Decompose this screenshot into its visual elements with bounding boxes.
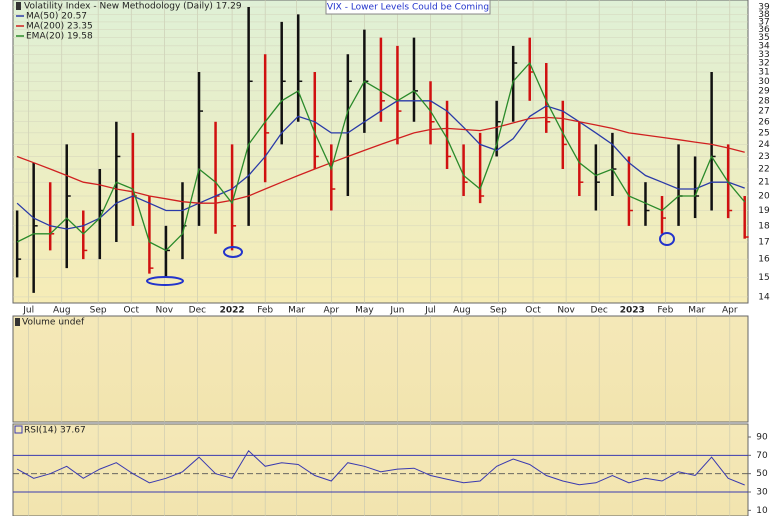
y-tick-label: 24 xyxy=(758,140,770,150)
x-tick-label: Nov xyxy=(557,306,575,316)
y-tick-label: 20 xyxy=(758,192,770,202)
y-tick-label: 21 xyxy=(758,178,769,188)
x-tick-label: Mar xyxy=(688,306,705,316)
y-tick-label: 27 xyxy=(758,107,769,117)
y-tick-label: 37 xyxy=(758,17,769,27)
chart-title: VIX - Lower Levels Could be Coming xyxy=(327,3,489,13)
legend-label: MA(50) 20.57 xyxy=(26,12,87,22)
x-tick-label: Aug xyxy=(53,306,71,316)
volume-icon xyxy=(15,318,20,326)
x-tick-label: Aug xyxy=(453,306,471,316)
y-tick-label: 16 xyxy=(758,255,770,265)
x-tick-label: Mar xyxy=(288,306,305,316)
y-tick-label: 14 xyxy=(758,292,770,302)
y-tick-label: 30 xyxy=(758,77,770,87)
y-tick-label: 29 xyxy=(758,86,770,96)
rsi-label: RSI(14) 37.67 xyxy=(24,426,86,436)
y-tick-label: 38 xyxy=(758,10,770,20)
x-tick-label: Feb xyxy=(257,306,273,316)
x-tick-label: May xyxy=(355,306,374,316)
x-tick-label: Dec xyxy=(189,306,206,316)
x-tick-label: Nov xyxy=(156,306,174,316)
y-tick-label: 15 xyxy=(758,273,769,283)
y-tick-label: 31 xyxy=(758,67,769,77)
legend-label: MA(200) 23.35 xyxy=(26,22,93,32)
rsi-icon xyxy=(14,425,23,434)
title-box xyxy=(325,0,491,15)
price-label: Volatility Index - New Methodology (Dail… xyxy=(24,2,242,12)
x-tick-label: Jul xyxy=(424,306,436,316)
highlight-circle xyxy=(223,246,243,258)
y-tick-label: 26 xyxy=(758,117,770,127)
ma-line xyxy=(16,100,745,230)
y-tick-label: 18 xyxy=(758,221,770,231)
y-tick-label: 39 xyxy=(758,3,770,13)
x-tick-label: Jun xyxy=(389,306,404,316)
y-tick-label: 35 xyxy=(758,33,769,43)
y-tick-label: 70 xyxy=(756,451,768,461)
x-tick-label: Apr xyxy=(722,306,738,316)
y-tick-label: 10 xyxy=(756,506,768,516)
x-tick-label: Apr xyxy=(324,306,340,316)
legend-label: EMA(20) 19.58 xyxy=(26,32,93,42)
y-tick-label: 32 xyxy=(758,59,769,69)
y-tick-label: 33 xyxy=(758,50,769,60)
y-tick-label: 23 xyxy=(758,152,769,162)
x-tick-label: Feb xyxy=(657,306,673,316)
x-tick-label: Sep xyxy=(90,306,107,316)
rsi-line xyxy=(16,450,745,486)
ma-line xyxy=(16,116,745,204)
rsi-panel xyxy=(12,423,749,516)
x-tick-label: 2023 xyxy=(620,306,645,316)
y-tick-label: 28 xyxy=(758,96,770,106)
y-tick-label: 36 xyxy=(758,25,770,35)
x-tick-label: Oct xyxy=(525,306,541,316)
x-tick-label: Dec xyxy=(590,306,607,316)
volume-panel xyxy=(12,315,749,423)
y-tick-label: 22 xyxy=(758,165,769,175)
ma-line xyxy=(16,61,746,252)
volume-label: Volume undef xyxy=(22,318,85,328)
price-icon xyxy=(16,2,21,10)
y-tick-label: 25 xyxy=(758,128,769,138)
x-tick-label: Oct xyxy=(123,306,139,316)
y-tick-label: 30 xyxy=(756,488,768,498)
y-tick-label: 90 xyxy=(756,433,768,443)
x-tick-label: Sep xyxy=(490,306,507,316)
y-tick-label: 34 xyxy=(758,41,770,51)
highlight-circle xyxy=(146,276,184,286)
y-tick-label: 17 xyxy=(758,237,769,247)
x-tick-label: Jul xyxy=(22,306,34,316)
highlight-circle xyxy=(659,232,675,246)
y-tick-label: 19 xyxy=(758,206,770,216)
x-tick-label: 2022 xyxy=(220,306,245,316)
y-tick-label: 50 xyxy=(756,469,768,479)
